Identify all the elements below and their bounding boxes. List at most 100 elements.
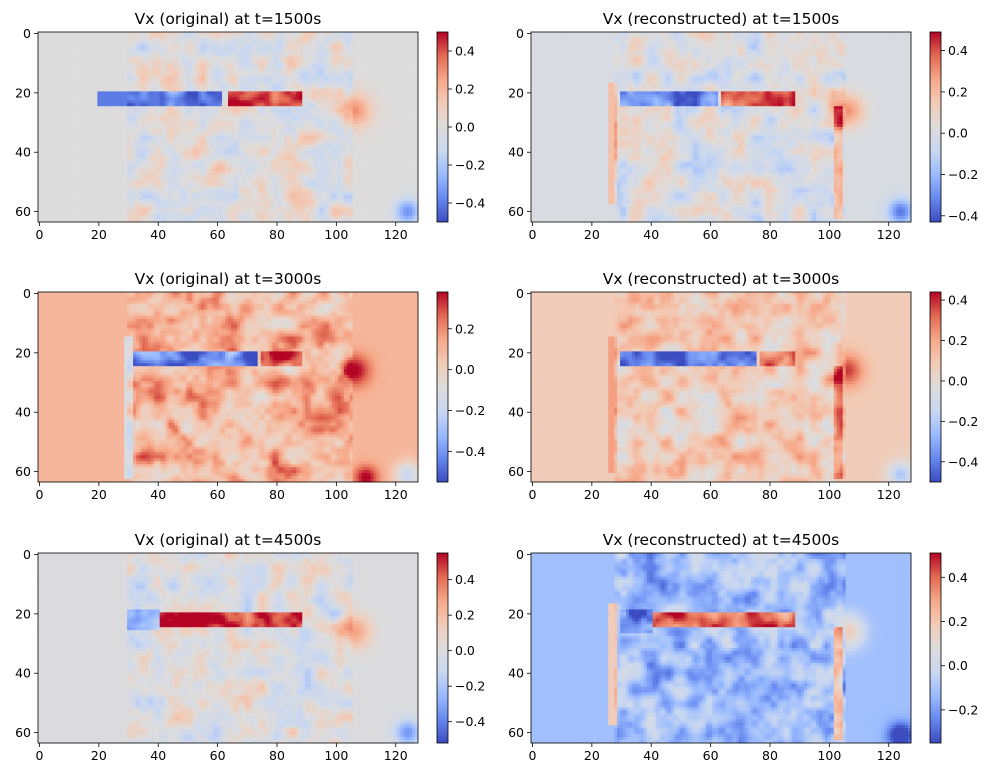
heatmap-cell [323, 73, 327, 77]
heatmap-cell [290, 52, 294, 57]
heatmap-cell [147, 76, 152, 80]
heatmap-cell [207, 88, 211, 92]
heatmap-cell [67, 43, 72, 48]
heatmap-cell [308, 138, 312, 143]
heatmap-cell [67, 61, 72, 66]
heatmap-cell [320, 46, 324, 51]
heatmap-cell [144, 85, 149, 89]
heatmap-cell [236, 73, 241, 77]
heatmap-cell [406, 52, 410, 57]
heatmap-cell [311, 76, 315, 80]
heatmap-cell [133, 106, 137, 110]
heatmap-cell [325, 100, 330, 104]
heatmap-cell [266, 135, 270, 140]
heatmap-cell [118, 58, 122, 63]
heatmap-cell [204, 91, 208, 95]
heatmap-cell [144, 144, 149, 149]
heatmap-cell [281, 55, 285, 60]
heatmap-cell [141, 129, 146, 134]
heatmap-cell [391, 118, 395, 122]
heatmap-cell [269, 132, 273, 137]
heatmap-cell [328, 115, 333, 119]
heatmap-cell [64, 118, 69, 122]
heatmap-cell [337, 58, 342, 63]
heatmap-cell [174, 73, 178, 77]
heatmap-cell [201, 46, 205, 51]
heatmap-cell [290, 100, 294, 104]
heatmap-cell [320, 141, 324, 146]
heatmap-cell [73, 127, 77, 131]
heatmap-cell [97, 132, 101, 137]
heatmap-cell [88, 73, 92, 77]
heatmap-cell [135, 100, 140, 104]
heatmap-cell [272, 144, 276, 149]
heatmap-cell [239, 109, 244, 113]
heatmap-cell [403, 43, 407, 48]
heatmap-cell [320, 91, 324, 95]
heatmap-cell [222, 97, 226, 101]
heatmap-cell [228, 115, 232, 119]
heatmap-cell [278, 55, 282, 60]
heatmap-cell [385, 141, 389, 146]
heatmap-cell [242, 49, 247, 54]
heatmap-cell [76, 141, 80, 146]
heatmap-cell [331, 135, 336, 140]
heatmap-cell [228, 94, 232, 98]
heatmap-cell [245, 40, 250, 45]
heatmap-cell [52, 106, 57, 110]
heatmap-cell [177, 79, 181, 83]
heatmap-cell [379, 88, 383, 92]
heatmap-cell [225, 85, 229, 89]
heatmap-cell [343, 43, 348, 48]
heatmap-cell [373, 141, 377, 146]
heatmap-cell [88, 138, 92, 143]
heatmap-cell [311, 141, 315, 146]
heatmap-cell [40, 43, 45, 48]
heatmap-cell [236, 85, 241, 89]
heatmap-cell [370, 124, 374, 128]
heatmap-cell [269, 58, 273, 63]
heatmap-cell [409, 76, 413, 80]
heatmap-cell [159, 73, 164, 77]
heatmap-cell [106, 46, 110, 51]
heatmap-cell [85, 58, 89, 63]
heatmap-cell [222, 52, 226, 57]
heatmap-cell [168, 32, 172, 36]
heatmap-cell [385, 67, 389, 71]
heatmap-cell [186, 76, 190, 80]
heatmap-cell [106, 67, 110, 71]
heatmap-cell [103, 40, 107, 45]
heatmap-cell [198, 34, 202, 39]
heatmap-cell [415, 138, 419, 143]
heatmap-cell [97, 138, 101, 143]
heatmap-cell [46, 103, 51, 107]
heatmap-cell [308, 109, 312, 113]
heatmap-cell [248, 91, 253, 95]
heatmap-cell [299, 73, 303, 77]
heatmap-cell [266, 88, 270, 92]
heatmap-cell [242, 61, 247, 66]
heatmap-cell [400, 129, 404, 134]
heatmap-cell [391, 129, 395, 134]
heatmap-cell [112, 121, 116, 125]
heatmap-cell [358, 40, 362, 45]
heatmap-cell [394, 121, 398, 125]
heatmap-cell [275, 32, 279, 36]
heatmap-cell [352, 112, 357, 116]
heatmap-cell [106, 61, 110, 66]
heatmap-cell [135, 97, 140, 101]
heatmap-cell [195, 88, 199, 92]
heatmap-cell [85, 43, 89, 48]
heatmap-cell [415, 40, 419, 45]
heatmap-cell [266, 37, 270, 42]
heatmap-cell [162, 61, 167, 66]
heatmap-cell [385, 49, 389, 54]
heatmap-cell [394, 91, 398, 95]
heatmap-cell [55, 132, 60, 137]
heatmap-cell [46, 34, 51, 39]
heatmap-cell [349, 40, 354, 45]
heatmap-cell [49, 135, 54, 140]
heatmap-cell [281, 121, 285, 125]
heatmap-cell [394, 141, 398, 146]
heatmap-cell [352, 61, 357, 66]
